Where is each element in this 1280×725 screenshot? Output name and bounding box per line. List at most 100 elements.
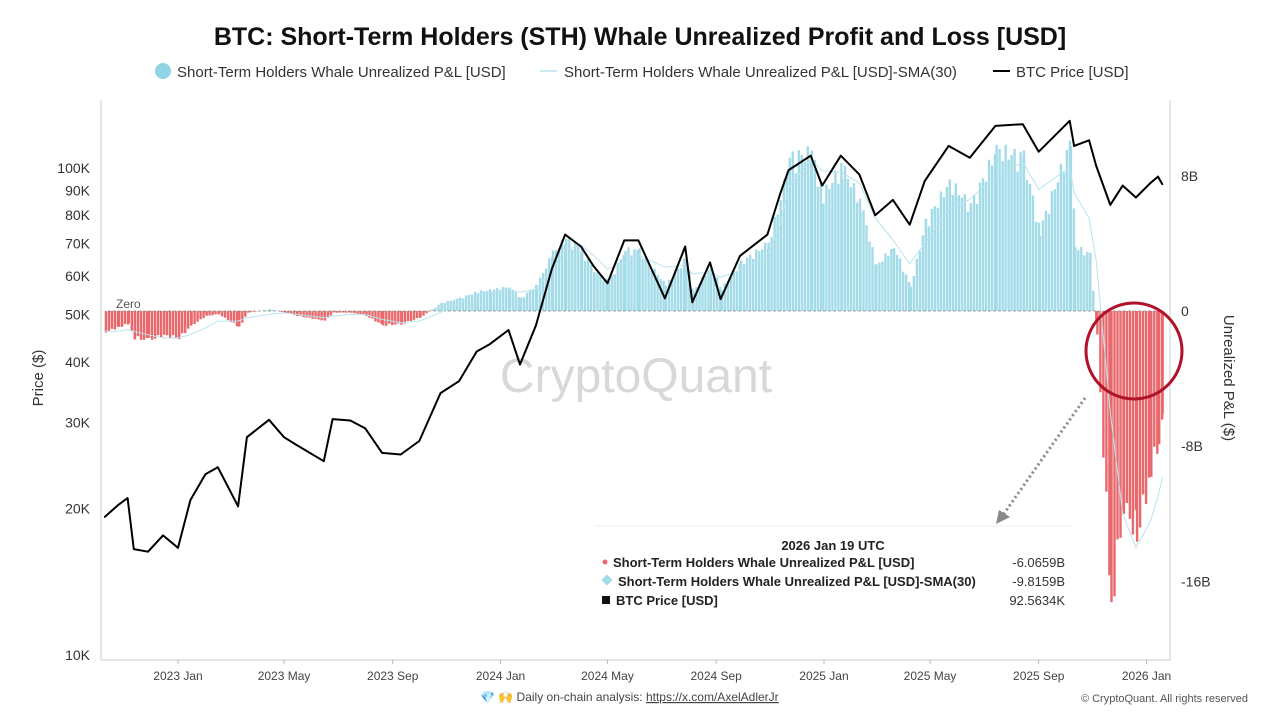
annotation-arrow: [1003, 398, 1085, 515]
pnl-bar: [1023, 151, 1025, 312]
price-point: [638, 240, 640, 242]
pnl-bar: [902, 272, 904, 311]
price-point: [323, 460, 325, 462]
x-tick-label: 2025 Sep: [1013, 669, 1065, 683]
pnl-bar: [1158, 311, 1160, 444]
pnl-bar: [925, 219, 927, 311]
pnl-bar: [305, 311, 307, 318]
pnl-bar: [1148, 311, 1150, 478]
pnl-bar: [1057, 182, 1059, 311]
price-point: [1110, 204, 1112, 206]
pnl-bar: [314, 311, 316, 319]
pnl-bar: [227, 311, 229, 320]
pnl-bar: [377, 311, 379, 323]
price-point: [418, 440, 420, 442]
pnl-bar: [311, 311, 313, 319]
tooltip-price-value: 92.5634K: [1009, 593, 1065, 608]
pnl-bar: [973, 195, 975, 311]
pnl-bar: [837, 184, 839, 311]
pnl-bar: [859, 213, 861, 311]
pnl-bar: [536, 288, 538, 311]
pnl-bar: [121, 311, 123, 327]
legend[interactable]: Short-Term Holders Whale Unrealized P&L …: [155, 63, 1129, 81]
pnl-bar: [320, 311, 322, 320]
pnl-bar: [985, 182, 987, 311]
pnl-bar: [865, 225, 867, 311]
legend-price-label[interactable]: BTC Price [USD]: [1016, 64, 1129, 81]
arrow-head-icon: [996, 510, 1010, 524]
price-point: [692, 301, 694, 303]
pnl-bar: [172, 311, 174, 335]
tooltip-sma-value: -9.8159B: [1012, 574, 1065, 589]
pnl-bar: [934, 206, 936, 311]
price-point: [564, 234, 566, 236]
pnl-bar: [128, 311, 130, 323]
pnl-bar: [184, 311, 186, 333]
price-point: [892, 199, 894, 201]
pnl-bar: [356, 311, 358, 314]
pnl-bar: [976, 204, 978, 311]
footer-link[interactable]: https://x.com/AxelAdlerJr: [646, 690, 779, 704]
pnl-bar: [208, 311, 210, 315]
pnl-bar: [707, 270, 709, 311]
pnl-bar: [608, 282, 610, 311]
legend-pnl-label[interactable]: Short-Term Holders Whale Unrealized P&L …: [177, 64, 506, 81]
pnl-bar: [1132, 311, 1134, 535]
pnl-bar: [368, 311, 370, 318]
pnl-bar: [124, 311, 126, 324]
left-tick-label: 90K: [65, 182, 91, 198]
pnl-bar: [943, 197, 945, 311]
pnl-bar: [868, 242, 870, 311]
pnl-bar: [804, 162, 806, 311]
pnl-bar: [617, 263, 619, 311]
pnl-bar: [743, 264, 745, 311]
price-point: [840, 155, 842, 157]
price-point: [365, 428, 367, 430]
pnl-bar: [330, 311, 332, 315]
pnl-bar: [441, 303, 443, 311]
pnl-bar: [1077, 250, 1079, 311]
pnl-bar: [1010, 155, 1012, 311]
pnl-bar: [474, 292, 476, 311]
pnl-bar: [584, 261, 586, 311]
price-point: [133, 548, 135, 550]
pnl-bar: [1142, 311, 1144, 494]
price-point: [821, 185, 823, 187]
pnl-bar: [1089, 253, 1091, 311]
pnl-bar: [111, 311, 113, 329]
x-tick-label: 2023 May: [258, 669, 311, 683]
chart-title: BTC: Short-Term Holders (STH) Whale Unre…: [214, 23, 1066, 51]
pnl-bar: [1054, 189, 1056, 311]
pnl-bar: [611, 275, 613, 311]
pnl-bar: [955, 183, 957, 311]
pnl-bar: [224, 311, 226, 318]
pnl-bar: [736, 272, 738, 311]
pnl-bar: [561, 240, 563, 311]
pnl-bar: [515, 292, 517, 311]
x-tick-label: 2023 Sep: [367, 669, 419, 683]
pnl-bar: [196, 311, 198, 322]
pnl-bar: [1026, 180, 1028, 311]
price-points: [104, 120, 1163, 552]
left-axis-label: Price ($): [30, 350, 47, 407]
price-point: [909, 224, 911, 226]
pnl-bar: [847, 179, 849, 311]
pnl-bar: [581, 248, 583, 312]
tooltip-price-label: BTC Price [USD]: [616, 593, 718, 608]
pnl-bar: [523, 297, 525, 311]
pnl-bar: [199, 311, 201, 319]
pnl-bar: [169, 311, 171, 338]
legend-sma-label[interactable]: Short-Term Holders Whale Unrealized P&L …: [564, 64, 957, 81]
pnl-bar: [834, 170, 836, 311]
pnl-bar: [181, 311, 183, 333]
pnl-bar: [407, 311, 409, 321]
left-tick-label: 100K: [57, 160, 90, 176]
pnl-bar: [214, 311, 216, 314]
pnl-bar: [512, 290, 514, 311]
pnl-bar: [636, 250, 638, 311]
price-point: [104, 516, 106, 518]
pnl-bar: [410, 311, 412, 321]
pnl-bar: [831, 183, 833, 311]
